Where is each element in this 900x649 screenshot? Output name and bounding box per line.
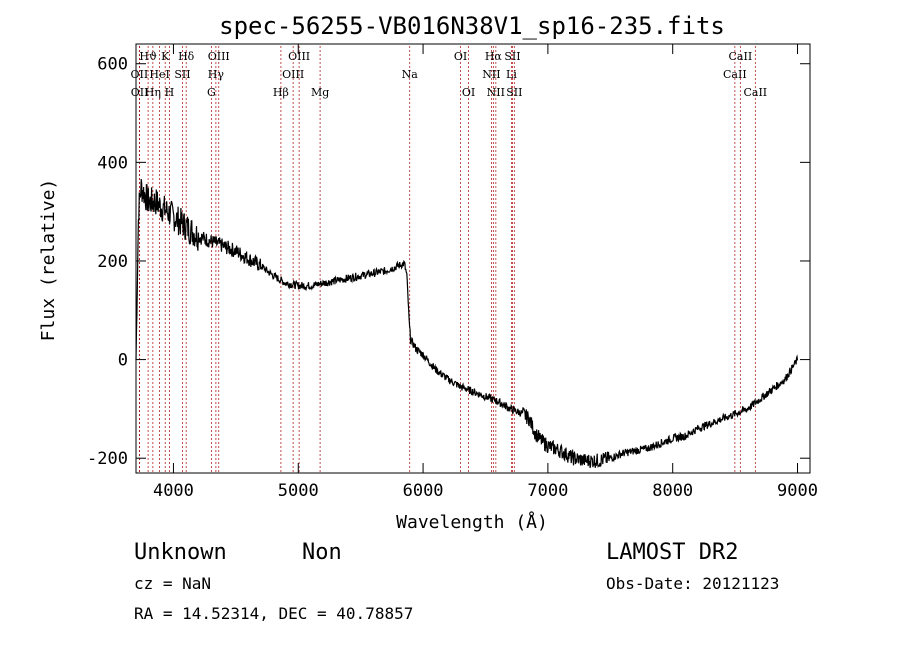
emission-line-label: CaII	[723, 68, 747, 81]
emission-line-label: OIII	[208, 50, 230, 63]
y-tick-label: 200	[97, 252, 128, 272]
chart-title: spec-56255-VB016N38V1_sp16-235.fits	[219, 12, 725, 40]
emission-line-label: OI	[462, 86, 475, 99]
emission-line-label: Na	[402, 68, 419, 81]
x-tick-label: 4000	[153, 481, 194, 501]
emission-line-label: G	[207, 86, 216, 99]
emission-line-label: SII	[174, 68, 190, 81]
y-tick-label: -200	[87, 449, 128, 469]
emission-line-label: Hδ	[178, 50, 195, 63]
emission-line-label: Li	[506, 68, 517, 81]
emission-line-label: OI	[454, 50, 467, 63]
y-axis-ticks: -200 0 200 400 600	[87, 55, 810, 469]
emission-line-label: Mg	[311, 86, 329, 99]
flux-series-line	[135, 179, 799, 469]
classification-text: Unknown	[134, 540, 227, 565]
emission-line-label: SII	[506, 86, 522, 99]
emission-line-label: CaII	[743, 86, 767, 99]
x-tick-label: 8000	[652, 481, 693, 501]
plot-frame	[135, 43, 811, 474]
emission-line-label: OIII	[288, 50, 310, 63]
y-tick-label: 0	[118, 351, 128, 371]
emission-line-label: SII	[504, 50, 520, 63]
subclass-text: Non	[302, 540, 342, 565]
y-axis-label: Flux (relative)	[38, 179, 59, 342]
redshift-text: cz = NaN	[134, 574, 211, 593]
x-axis-label: Wavelength (Å)	[396, 511, 548, 533]
emission-line-label: Hη	[145, 86, 161, 99]
emission-line-label: OIII	[282, 68, 304, 81]
y-tick-label: 600	[97, 55, 128, 75]
emission-line-label: OII	[131, 86, 149, 99]
emission-line-label: Hγ	[208, 68, 225, 81]
emission-line-label: K	[161, 50, 170, 63]
emission-line-label: Hϑ	[139, 50, 157, 63]
x-tick-label: 6000	[403, 481, 444, 501]
emission-line-markers	[138, 46, 756, 472]
emission-line-label: CaII	[729, 50, 753, 63]
emission-line-label: Hα	[485, 50, 503, 63]
x-axis-ticks: 4000 5000 6000 7000 8000 9000	[153, 44, 818, 501]
emission-line-label: NII	[482, 68, 500, 81]
obs-date-text: Obs-Date: 20121123	[606, 574, 779, 593]
emission-line-label: H	[165, 86, 175, 99]
survey-text: LAMOST DR2	[606, 540, 738, 565]
emission-line-label: OII	[131, 68, 149, 81]
x-tick-label: 5000	[278, 481, 319, 501]
x-tick-label: 7000	[527, 481, 568, 501]
emission-line-label: Hβ	[273, 86, 289, 99]
x-tick-label: 9000	[777, 481, 818, 501]
y-tick-label: 400	[97, 153, 128, 173]
coordinates-text: RA = 14.52314, DEC = 40.78857	[134, 604, 413, 623]
emission-line-label: NII	[487, 86, 505, 99]
emission-line-label: HeI	[149, 68, 169, 81]
